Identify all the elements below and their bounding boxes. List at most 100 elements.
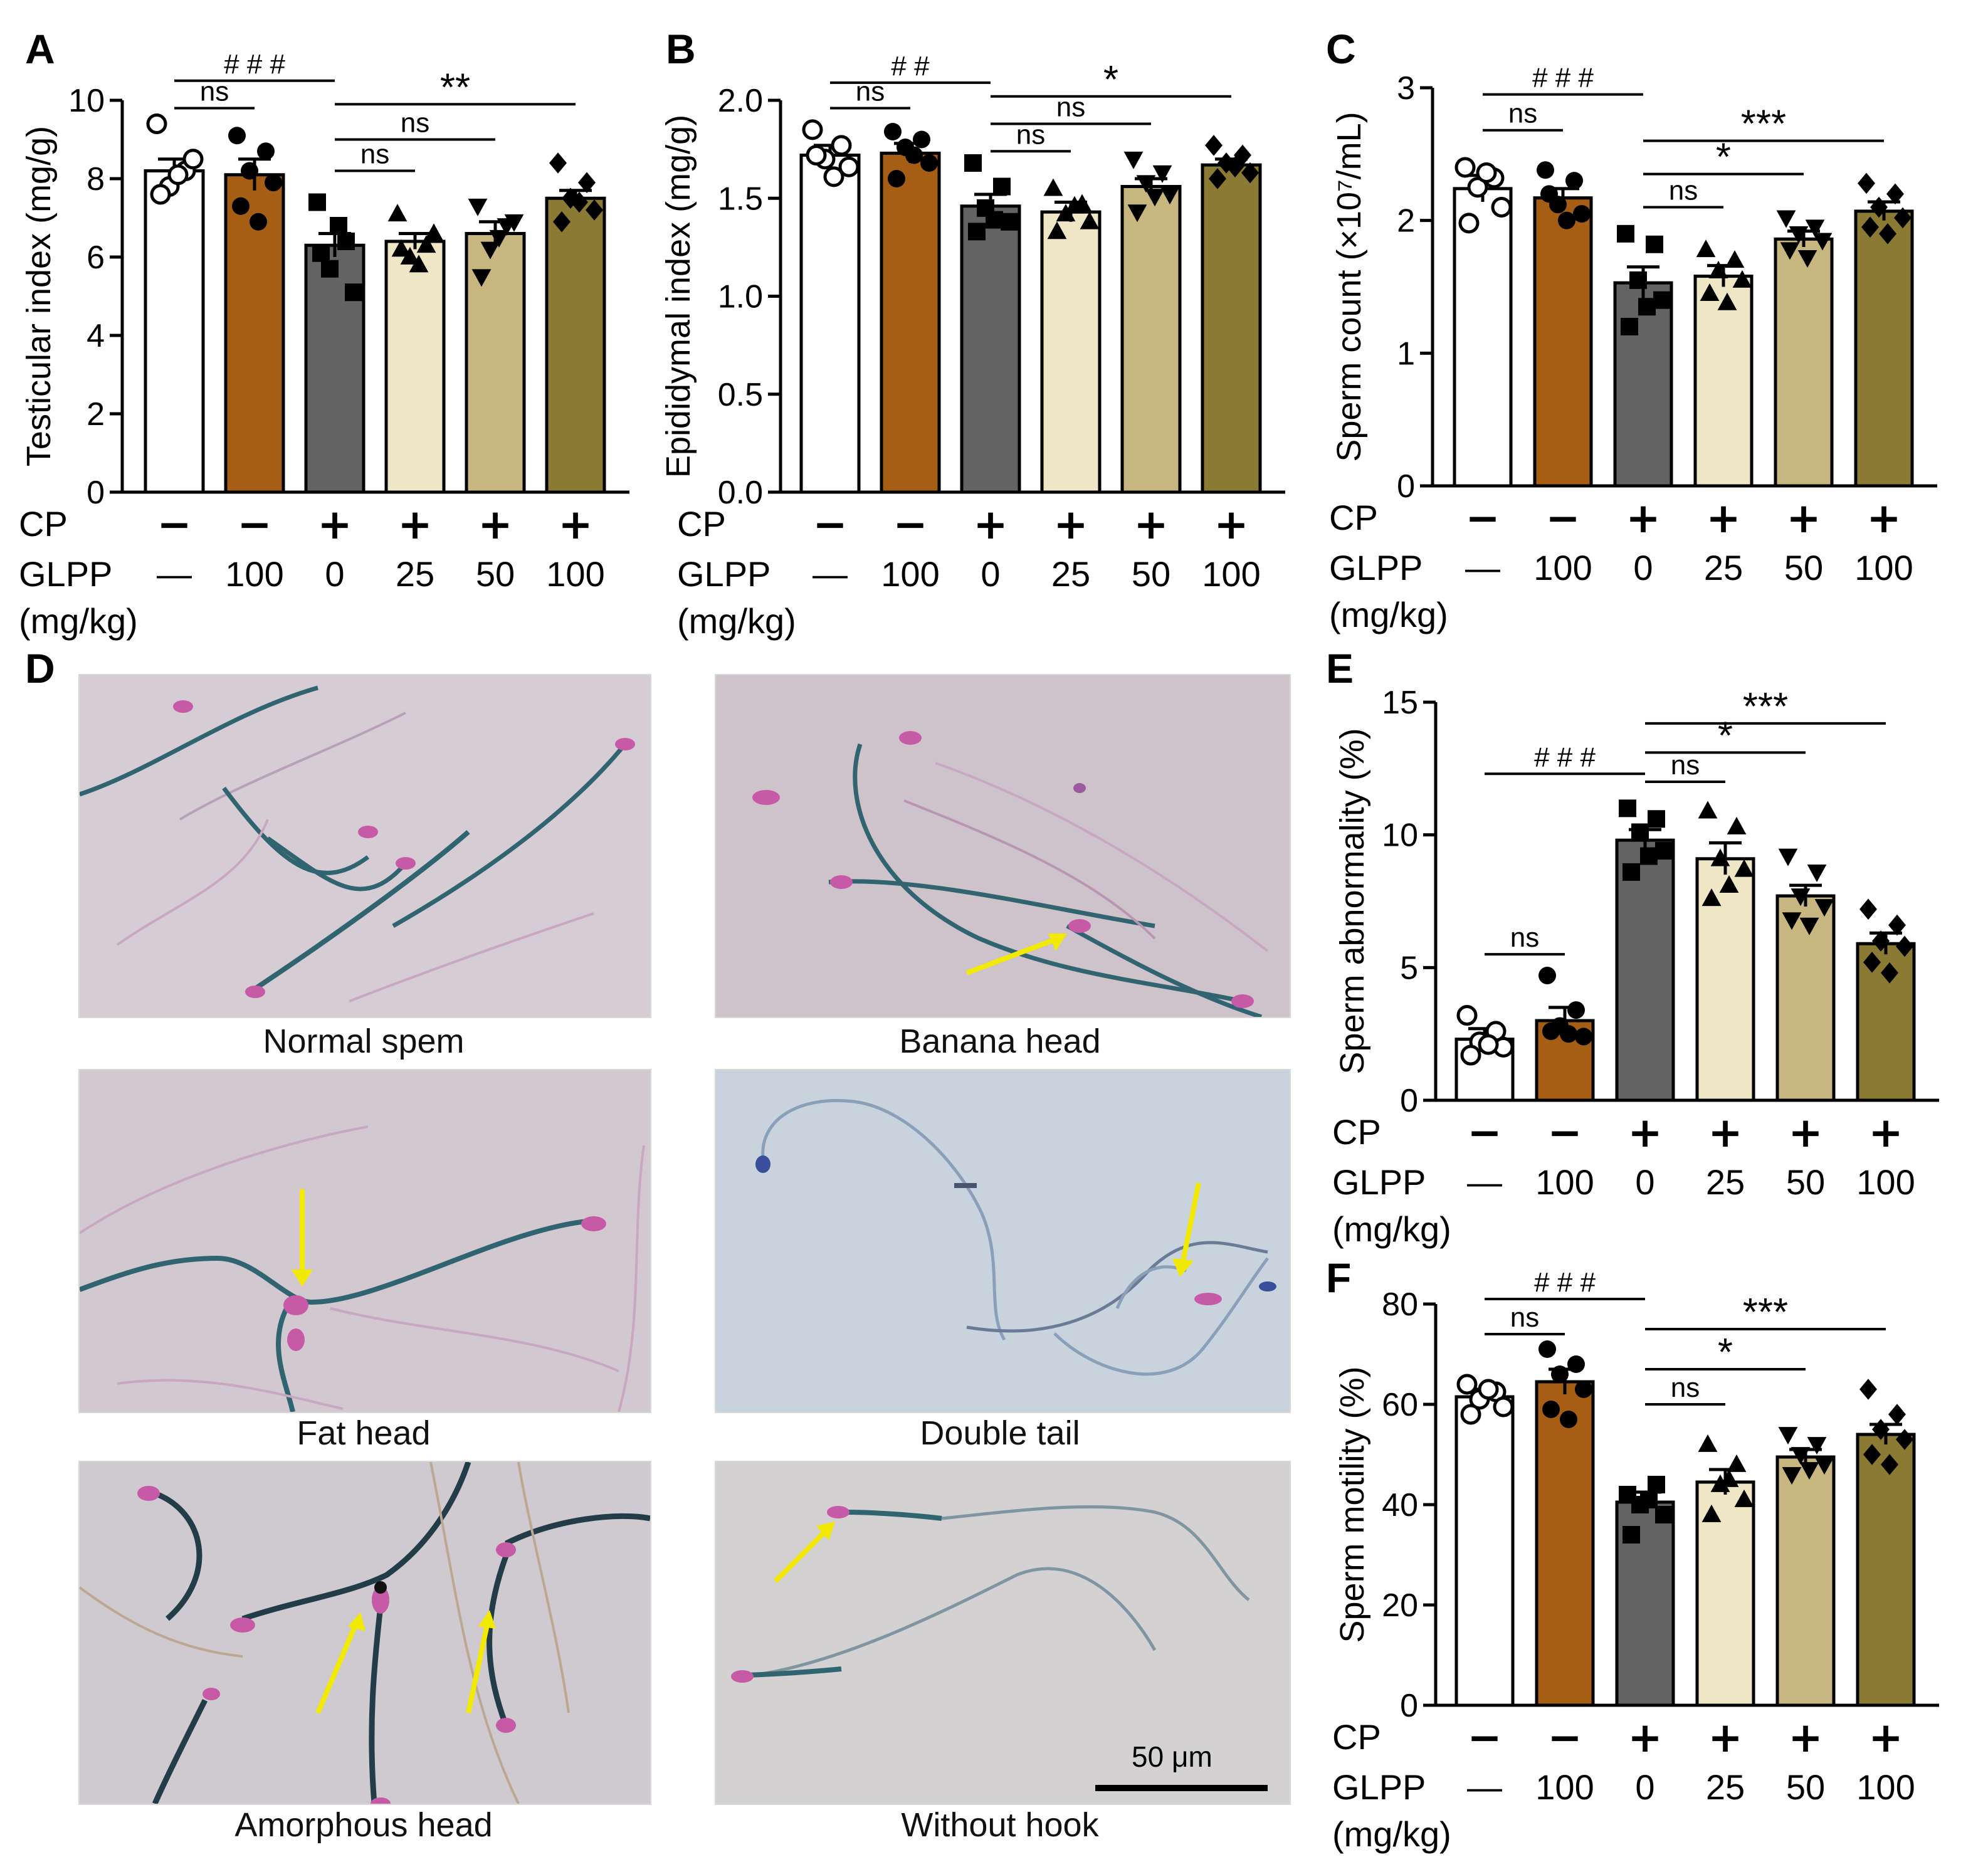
glpp-dose: 100: [1854, 548, 1913, 587]
data-point: [1879, 223, 1896, 245]
bar: [1120, 185, 1182, 494]
data-point: [1485, 1381, 1507, 1402]
cp-sign: −: [813, 500, 847, 549]
data-point: [1001, 213, 1018, 231]
data-point: [1725, 250, 1745, 268]
data-point: [1234, 144, 1251, 166]
data-point: [337, 233, 355, 250]
data-point: [1872, 1419, 1890, 1440]
cp-sign: −: [237, 500, 271, 549]
point-group: [1776, 210, 1833, 268]
y-tick-label: 10: [1382, 818, 1418, 854]
data-point: [1560, 1025, 1577, 1043]
point-group: [1043, 178, 1100, 239]
data-point: [1698, 801, 1718, 819]
data-point: [1065, 196, 1085, 214]
significance-label: ns: [856, 76, 885, 107]
data-point: [1560, 1411, 1577, 1428]
micrograph-normal-sperm-drawing: [80, 675, 650, 1017]
data-point: [806, 145, 827, 166]
significance-label: ns: [1056, 92, 1085, 123]
glpp-dose: 100: [1535, 1162, 1594, 1202]
data-point: [480, 241, 500, 260]
data-point: [1789, 226, 1809, 244]
significance-label: ns: [1508, 98, 1537, 129]
point-group: [1858, 172, 1912, 245]
data-point: [1894, 207, 1912, 229]
y-axis-label: Sperm abnormality (%): [1333, 728, 1371, 1074]
data-point: [571, 191, 588, 213]
y-tick-label: 0.5: [718, 377, 763, 413]
glpp-dose: 50: [1786, 1162, 1825, 1202]
bar: [1615, 1500, 1675, 1707]
data-point: [1646, 235, 1663, 253]
data-point: [1863, 1444, 1881, 1465]
y-tick-label: 20: [1382, 1587, 1418, 1624]
significance-label: ns: [360, 139, 389, 170]
point-group: [1456, 1005, 1514, 1066]
data-point: [146, 113, 167, 134]
bar: [304, 243, 366, 494]
data-point: [1858, 172, 1875, 194]
data-point: [265, 174, 282, 192]
glpp-dose: 0: [1633, 548, 1653, 587]
cp-row-label: CP: [19, 504, 68, 544]
glpp-dose: —: [1467, 1767, 1502, 1807]
data-point: [232, 197, 250, 215]
significance-label: ***: [1743, 685, 1788, 728]
data-point: [1456, 1005, 1478, 1026]
y-tick-label: 0: [87, 475, 105, 511]
unit-label: (mg/kg): [1332, 1209, 1451, 1249]
data-point: [1621, 318, 1638, 335]
bar: [1856, 942, 1916, 1102]
micrograph-fat-head: [78, 1069, 651, 1413]
data-point: [1619, 1486, 1636, 1503]
cp-sign: −: [1545, 494, 1580, 542]
data-point: [150, 184, 171, 205]
data-point: [1483, 167, 1505, 189]
cp-sign: +: [1708, 1108, 1742, 1157]
cp-sign: −: [893, 500, 927, 549]
data-point: [250, 213, 267, 231]
data-point: [1655, 1506, 1673, 1523]
cp-row-label: CP: [1332, 1717, 1381, 1757]
y-tick-label: 0.0: [718, 475, 763, 511]
data-point: [1799, 917, 1819, 935]
data-point: [1493, 1036, 1514, 1058]
data-point: [1698, 1434, 1718, 1452]
cp-sign: +: [973, 500, 1007, 549]
data-point: [1734, 859, 1754, 877]
data-point: [1778, 1427, 1798, 1445]
significance-label: ns: [1016, 119, 1045, 150]
data-point: [1043, 178, 1063, 196]
data-point: [1812, 233, 1833, 251]
caption-banana-head: Banana head: [899, 1023, 1101, 1060]
cp-sign: +: [1788, 1108, 1822, 1157]
data-point: [424, 223, 444, 241]
data-point: [968, 223, 986, 241]
cp-sign: +: [317, 500, 352, 549]
cp-sign: +: [1868, 1713, 1903, 1762]
unit-label: (mg/kg): [1332, 1814, 1451, 1854]
glpp-dose: 25: [1706, 1767, 1745, 1807]
data-point: [1622, 863, 1640, 881]
data-point: [1551, 1365, 1569, 1383]
data-point: [1209, 168, 1226, 189]
y-tick-label: 4: [87, 318, 105, 354]
point-group: [1205, 135, 1259, 189]
micrograph-without-hook: [715, 1461, 1291, 1805]
bar: [1201, 163, 1262, 494]
cp-sign: +: [1706, 494, 1740, 542]
data-point: [1538, 967, 1556, 985]
data-point: [391, 239, 411, 257]
micrograph-amorphous-head-drawing: [80, 1462, 650, 1804]
bar: [1693, 275, 1754, 488]
data-point: [1226, 156, 1244, 178]
significance-label: ns: [1510, 1302, 1539, 1333]
data-point: [586, 199, 603, 221]
significance-label: *: [1716, 136, 1731, 179]
data-point: [1640, 1491, 1658, 1508]
data-point: [1791, 888, 1811, 907]
data-point: [308, 193, 326, 211]
caption-double-tail: Double tail: [920, 1414, 1080, 1452]
